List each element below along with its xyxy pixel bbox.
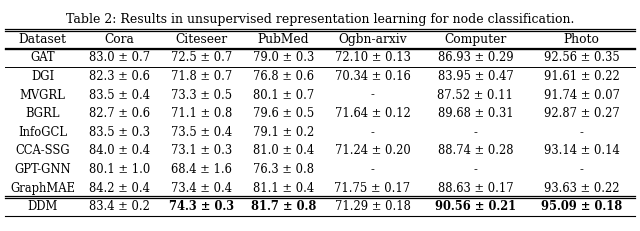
Text: 83.4 ± 0.2: 83.4 ± 0.2: [90, 200, 150, 213]
Text: 83.95 ± 0.47: 83.95 ± 0.47: [438, 70, 513, 83]
Text: 72.10 ± 0.13: 72.10 ± 0.13: [335, 52, 410, 64]
Text: GPT-GNN: GPT-GNN: [15, 163, 71, 176]
Text: 71.29 ± 0.18: 71.29 ± 0.18: [335, 200, 410, 213]
Text: 76.8 ± 0.6: 76.8 ± 0.6: [253, 70, 314, 83]
Text: Table 2: Results in unsupervised representation learning for node classification: Table 2: Results in unsupervised represe…: [66, 13, 574, 26]
Text: 73.3 ± 0.5: 73.3 ± 0.5: [171, 89, 232, 102]
Text: 73.5 ± 0.4: 73.5 ± 0.4: [171, 126, 232, 139]
Text: Computer: Computer: [444, 33, 506, 46]
Text: 70.34 ± 0.16: 70.34 ± 0.16: [335, 70, 410, 83]
Text: 82.7 ± 0.6: 82.7 ± 0.6: [90, 107, 150, 120]
Text: 73.4 ± 0.4: 73.4 ± 0.4: [172, 182, 232, 195]
Text: 92.87 ± 0.27: 92.87 ± 0.27: [544, 107, 620, 120]
Text: 79.6 ± 0.5: 79.6 ± 0.5: [253, 107, 314, 120]
Text: DGI: DGI: [31, 70, 54, 83]
Text: -: -: [371, 89, 374, 102]
Text: -: -: [474, 163, 477, 176]
Text: 80.1 ± 0.7: 80.1 ± 0.7: [253, 89, 314, 102]
Text: 83.5 ± 0.4: 83.5 ± 0.4: [90, 89, 150, 102]
Text: Ogbn-arxiv: Ogbn-arxiv: [338, 33, 407, 46]
Text: 84.0 ± 0.4: 84.0 ± 0.4: [90, 144, 150, 157]
Text: 79.1 ± 0.2: 79.1 ± 0.2: [253, 126, 314, 139]
Text: 81.1 ± 0.4: 81.1 ± 0.4: [253, 182, 314, 195]
Text: 71.64 ± 0.12: 71.64 ± 0.12: [335, 107, 410, 120]
Text: Photo: Photo: [564, 33, 600, 46]
Text: -: -: [474, 126, 477, 139]
Text: 91.74 ± 0.07: 91.74 ± 0.07: [544, 89, 620, 102]
Text: 86.93 ± 0.29: 86.93 ± 0.29: [438, 52, 513, 64]
Text: CCA-SSG: CCA-SSG: [15, 144, 70, 157]
Text: Cora: Cora: [105, 33, 135, 46]
Text: 93.63 ± 0.22: 93.63 ± 0.22: [544, 182, 620, 195]
Text: 76.3 ± 0.8: 76.3 ± 0.8: [253, 163, 314, 176]
Text: BGRL: BGRL: [26, 107, 60, 120]
Text: -: -: [371, 163, 374, 176]
Text: Dataset: Dataset: [19, 33, 67, 46]
Text: MVGRL: MVGRL: [20, 89, 66, 102]
Text: GAT: GAT: [31, 52, 55, 64]
Text: 74.3 ± 0.3: 74.3 ± 0.3: [169, 200, 234, 213]
Text: 68.4 ± 1.6: 68.4 ± 1.6: [172, 163, 232, 176]
Text: 84.2 ± 0.4: 84.2 ± 0.4: [90, 182, 150, 195]
Text: 71.24 ± 0.20: 71.24 ± 0.20: [335, 144, 410, 157]
Text: 80.1 ± 1.0: 80.1 ± 1.0: [89, 163, 150, 176]
Text: 71.75 ± 0.17: 71.75 ± 0.17: [335, 182, 411, 195]
Text: Citeseer: Citeseer: [175, 33, 228, 46]
Text: 83.5 ± 0.3: 83.5 ± 0.3: [90, 126, 150, 139]
Text: DDM: DDM: [28, 200, 58, 213]
Text: 88.74 ± 0.28: 88.74 ± 0.28: [438, 144, 513, 157]
Text: GraphMAE: GraphMAE: [10, 182, 76, 195]
Text: 92.56 ± 0.35: 92.56 ± 0.35: [544, 52, 620, 64]
Text: -: -: [580, 126, 584, 139]
Text: -: -: [371, 126, 374, 139]
Text: 71.1 ± 0.8: 71.1 ± 0.8: [171, 107, 232, 120]
Text: 72.5 ± 0.7: 72.5 ± 0.7: [171, 52, 232, 64]
Text: 89.68 ± 0.31: 89.68 ± 0.31: [438, 107, 513, 120]
Text: 81.7 ± 0.8: 81.7 ± 0.8: [251, 200, 316, 213]
Text: 88.63 ± 0.17: 88.63 ± 0.17: [438, 182, 513, 195]
Text: 73.1 ± 0.3: 73.1 ± 0.3: [171, 144, 232, 157]
Text: PubMed: PubMed: [258, 33, 309, 46]
Text: 71.8 ± 0.7: 71.8 ± 0.7: [171, 70, 232, 83]
Text: 79.0 ± 0.3: 79.0 ± 0.3: [253, 52, 314, 64]
Text: 81.0 ± 0.4: 81.0 ± 0.4: [253, 144, 314, 157]
Text: 90.56 ± 0.21: 90.56 ± 0.21: [435, 200, 516, 213]
Text: 82.3 ± 0.6: 82.3 ± 0.6: [90, 70, 150, 83]
Text: 93.14 ± 0.14: 93.14 ± 0.14: [544, 144, 620, 157]
Text: 91.61 ± 0.22: 91.61 ± 0.22: [544, 70, 620, 83]
Text: 83.0 ± 0.7: 83.0 ± 0.7: [89, 52, 150, 64]
Text: InfoGCL: InfoGCL: [19, 126, 67, 139]
Text: 95.09 ± 0.18: 95.09 ± 0.18: [541, 200, 623, 213]
Text: 87.52 ± 0.11: 87.52 ± 0.11: [438, 89, 513, 102]
Text: -: -: [580, 163, 584, 176]
